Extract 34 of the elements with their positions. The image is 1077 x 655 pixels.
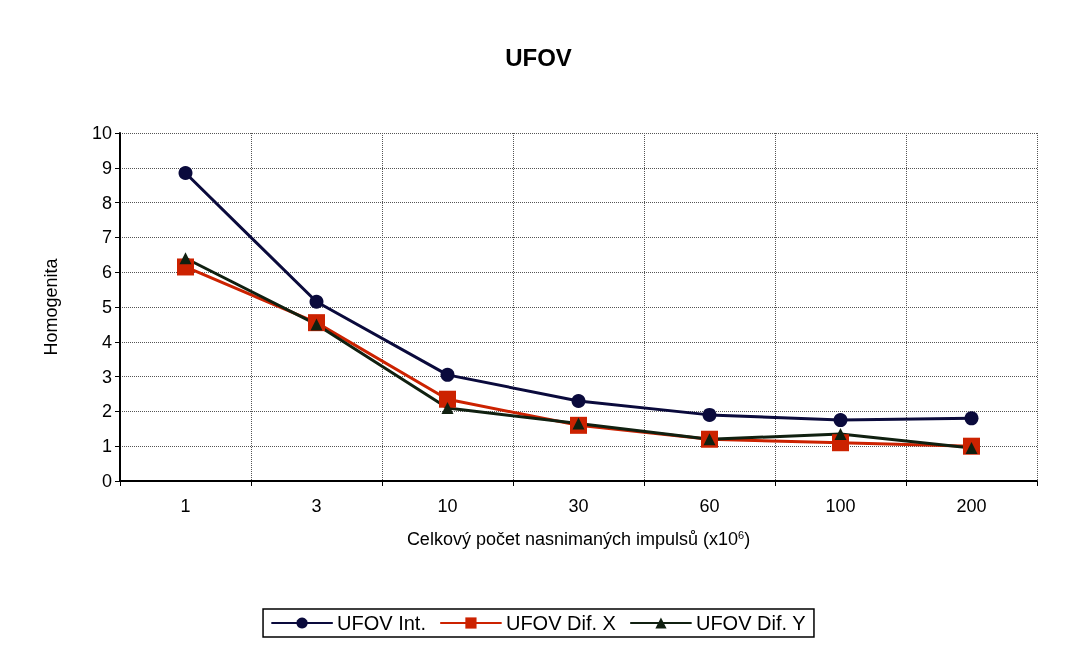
y-tick-label: 8 [101,192,112,213]
point [309,294,324,309]
y-tick-label: 4 [101,331,112,352]
point [571,393,586,408]
point [702,407,717,422]
legend-label: UFOV Dif. Y [695,612,806,634]
point [439,390,456,408]
y-tick-label: 9 [101,157,112,178]
point [441,401,454,414]
x-tick-label: 200 [956,496,987,516]
y-tick-label: 6 [101,262,112,283]
x-tick-label: 3 [311,496,322,516]
x-tick-label: 1 [180,496,191,516]
y-tick-label: 10 [91,123,112,143]
point [178,166,193,181]
point [440,367,455,382]
y-tick-label: 1 [101,436,112,457]
legend-label: UFOV Int. [337,612,426,634]
y-tick-label: 7 [101,227,112,248]
y-tick-label: 2 [101,401,112,422]
y-axis-title: Homogenita [41,257,61,356]
point [834,428,847,441]
point [179,252,192,265]
point [964,411,979,426]
y-tick-label: 0 [101,471,112,491]
chart-title: UFOV [505,43,572,71]
y-tick-label: 5 [101,297,112,317]
legend-label: UFOV Dif. X [505,612,616,634]
x-tick-label: 10 [437,496,458,516]
point [833,413,848,428]
x-tick-label: 30 [568,496,589,516]
y-tick-label: 3 [101,366,112,387]
x-tick-label: 60 [699,496,720,516]
x-tick-label: 100 [825,496,856,516]
